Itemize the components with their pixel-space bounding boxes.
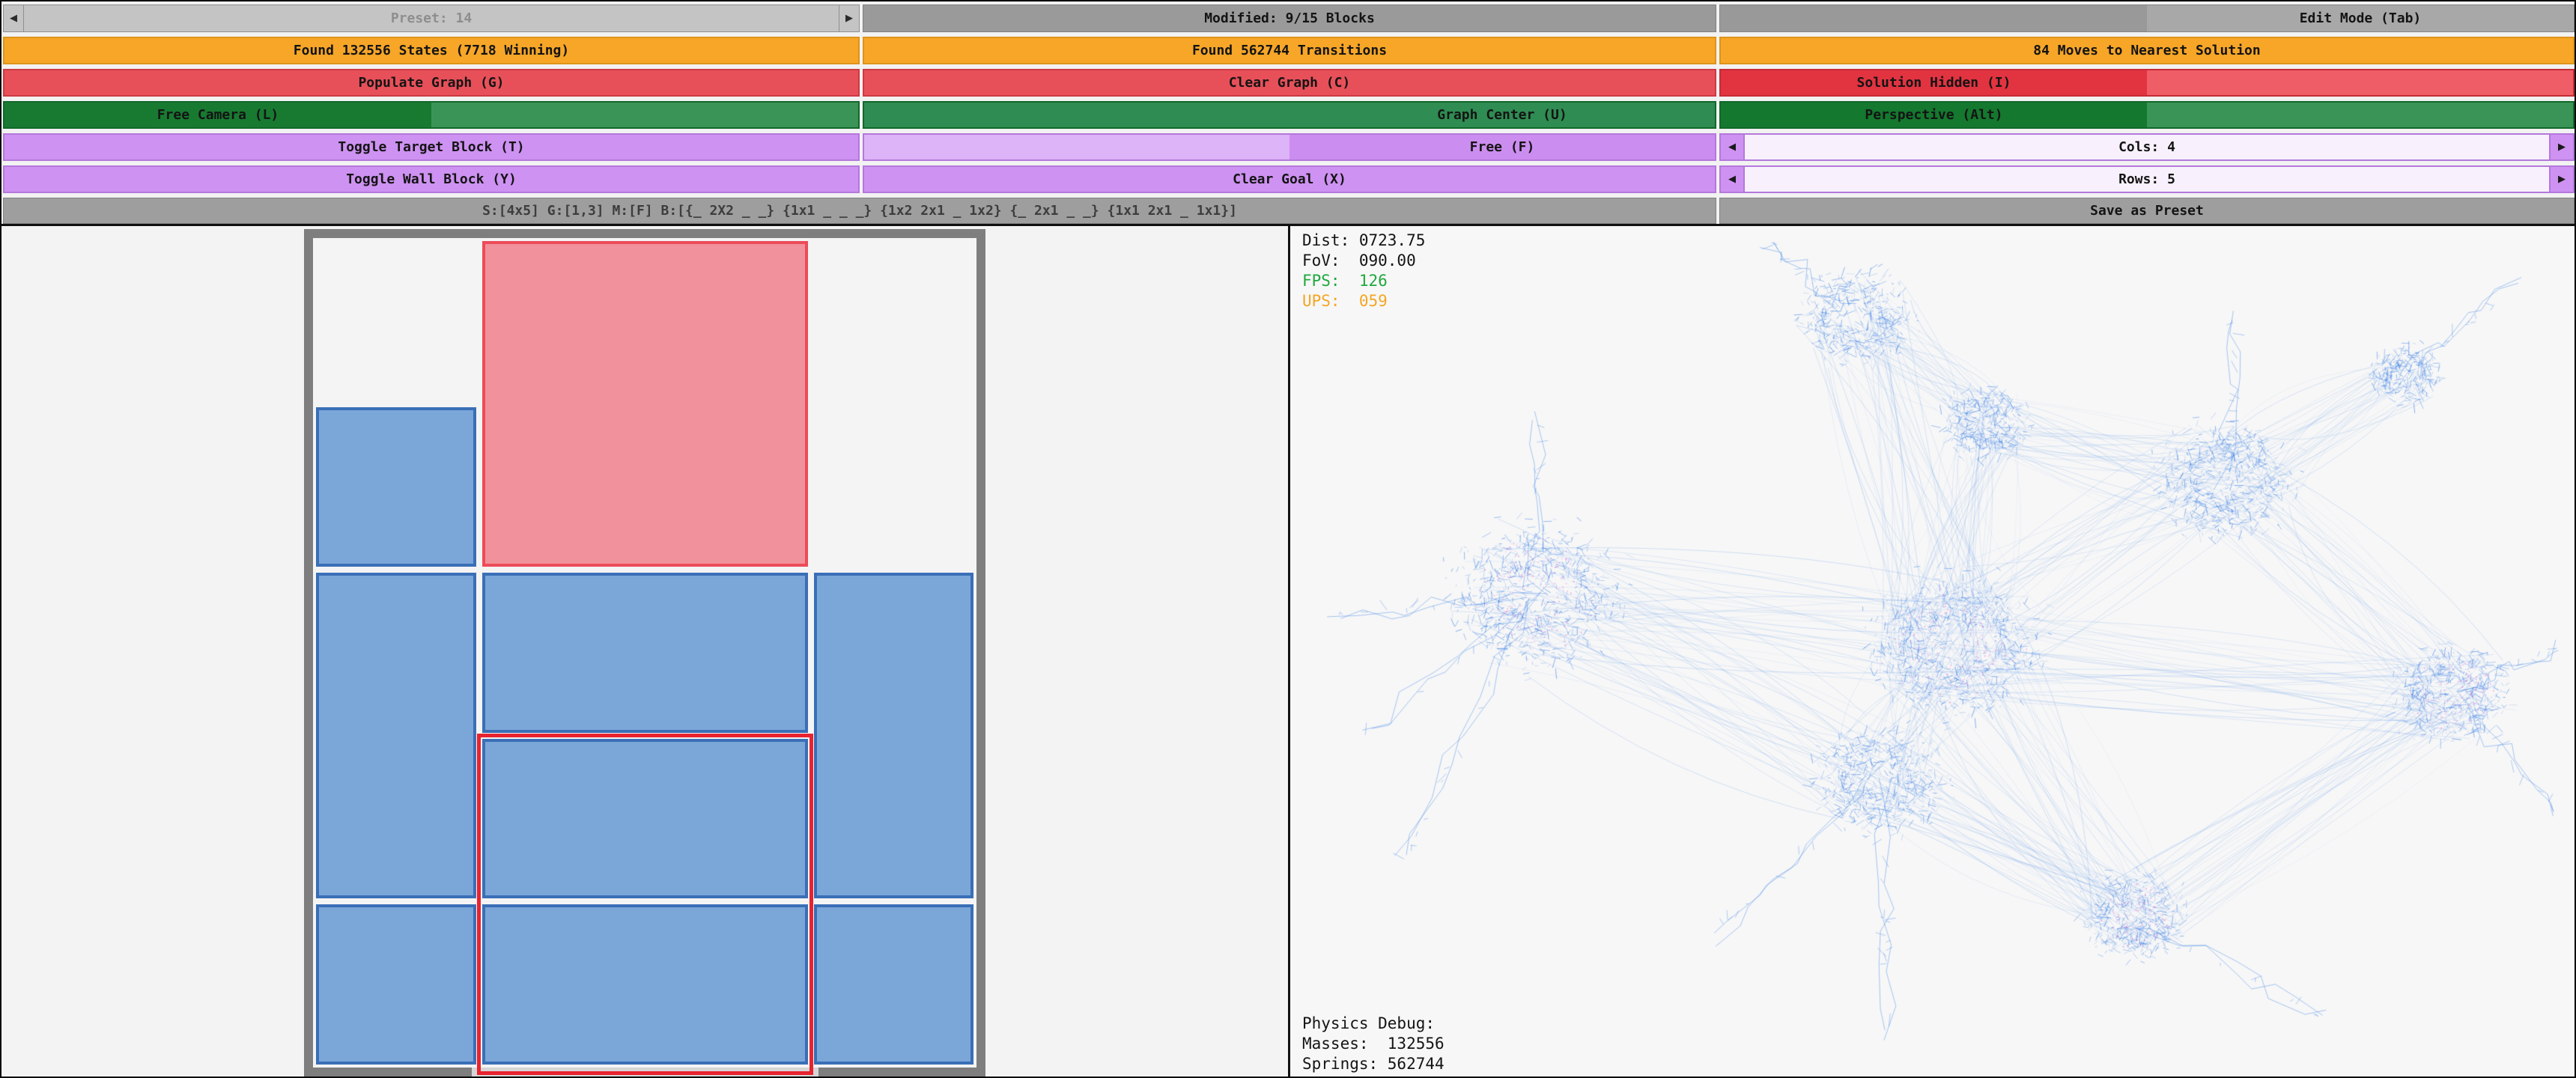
preset-stepper[interactable]: ◀ Preset: 14 ▶ [3,4,860,32]
preset-label: Preset: 14 [390,10,473,26]
puzzle-board [304,229,985,1077]
puzzle-block[interactable] [813,904,973,1065]
graph-panel: Dist: 0723.75 FoV: 090.00 FPS: 126 UPS: … [1290,226,2575,1077]
puzzle-block[interactable] [316,904,476,1065]
graph-center-right-segment: Graph Center (U) [1289,103,1715,127]
rows-value-label: Rows: 5 [2118,171,2175,187]
free-mode-label: Free (F) [1469,139,1535,155]
physics-springs: Springs: 562744 [1302,1055,1445,1073]
clear-graph-button[interactable]: Clear Graph (C) [863,69,1716,97]
target-block[interactable] [482,241,808,567]
edit-mode-on-segment: Edit Mode (Tab) [2147,5,2574,31]
toggle-target-block-button[interactable]: Toggle Target Block (T) [3,133,860,161]
save-as-preset-button[interactable]: Save as Preset [1719,198,2575,224]
puzzle-block[interactable] [316,406,476,567]
rows-increase-arrow-icon[interactable]: ▶ [2549,167,2573,192]
camera-hud: Dist: 0723.75 FoV: 090.00 FPS: 126 UPS: … [1302,231,1425,311]
rows-decrease-arrow-icon[interactable]: ◀ [1721,167,1745,192]
puzzle-block[interactable] [482,904,808,1065]
panel-divider [1288,226,1290,1077]
hud-fps: FPS: 126 [1302,272,1388,290]
brush-mode-left-segment [864,135,1289,159]
puzzle-block[interactable] [482,573,808,733]
puzzle-block[interactable] [482,738,808,899]
edit-brush-mode-toggle[interactable]: Free (F) [863,133,1716,161]
toolbar-divider [1,224,2575,226]
board-state-string: S:[4x5] G:[1,3] M:[F] B:[{_ 2X2 _ _} {1x… [3,198,1716,224]
free-camera-toggle[interactable]: Free Camera (L) [3,101,860,129]
solution-hidden-toggle[interactable]: Solution Hidden (I) [1719,69,2575,97]
puzzle-block[interactable] [813,573,973,899]
cols-value-label: Cols: 4 [2118,139,2175,155]
found-transitions-button[interactable]: Found 562744 Transitions [863,37,1716,64]
brush-mode-free-segment: Free (F) [1289,135,1715,159]
perspective-active-segment: Perspective (Alt) [1721,103,2147,127]
preset-prev-arrow-icon[interactable]: ◀ [4,5,24,31]
edit-mode-toggle[interactable]: Edit Mode (Tab) [1719,4,2575,32]
state-graph-canvas[interactable] [1290,226,2575,1077]
rows-stepper[interactable]: ◀ Rows: 5 ▶ [1719,165,2575,193]
physics-debug-hud: Physics Debug: Masses: 132556 Springs: 5… [1302,1014,1445,1074]
populate-graph-button[interactable]: Populate Graph (G) [3,69,860,97]
perspective-label: Perspective (Alt) [1865,107,2003,123]
goal-outline [476,733,813,1075]
solution-shown-segment [2147,70,2573,95]
puzzle-panel [1,226,1288,1077]
physics-masses: Masses: 132556 [1302,1035,1445,1053]
graph-center-button[interactable]: Graph Center (U) [863,101,1716,129]
cols-decrease-arrow-icon[interactable]: ◀ [1721,135,1745,159]
preset-next-arrow-icon[interactable]: ▶ [839,5,859,31]
perspective-inactive-segment [2147,103,2573,127]
found-states-button[interactable]: Found 132556 States (7718 Winning) [3,37,860,64]
cols-increase-arrow-icon[interactable]: ▶ [2549,135,2573,159]
edit-mode-label: Edit Mode (Tab) [2299,10,2422,26]
cols-stepper[interactable]: ◀ Cols: 4 ▶ [1719,133,2575,161]
hud-fov: FoV: 090.00 [1302,252,1416,270]
hud-dist: Dist: 0723.75 [1302,231,1426,249]
puzzle-block[interactable] [316,573,476,899]
toggle-wall-block-button[interactable]: Toggle Wall Block (Y) [3,165,860,193]
hud-ups: UPS: 059 [1302,292,1388,310]
edit-mode-off-segment [1720,5,2147,31]
solution-hidden-active-segment: Solution Hidden (I) [1721,70,2147,95]
perspective-toggle[interactable]: Perspective (Alt) [1719,101,2575,129]
free-camera-label: Free Camera (L) [157,107,279,123]
graph-center-label: Graph Center (U) [1437,107,1567,123]
moves-to-solution-button[interactable]: 84 Moves to Nearest Solution [1719,37,2575,64]
physics-debug-title: Physics Debug: [1302,1014,1436,1032]
modified-blocks-indicator: Modified: 9/15 Blocks [863,4,1716,32]
free-camera-inactive-segment [431,103,858,127]
graph-center-left-segment [864,103,1289,127]
solution-hidden-label: Solution Hidden (I) [1856,75,2011,91]
free-camera-active-segment: Free Camera (L) [4,103,431,127]
clear-goal-button[interactable]: Clear Goal (X) [863,165,1716,193]
